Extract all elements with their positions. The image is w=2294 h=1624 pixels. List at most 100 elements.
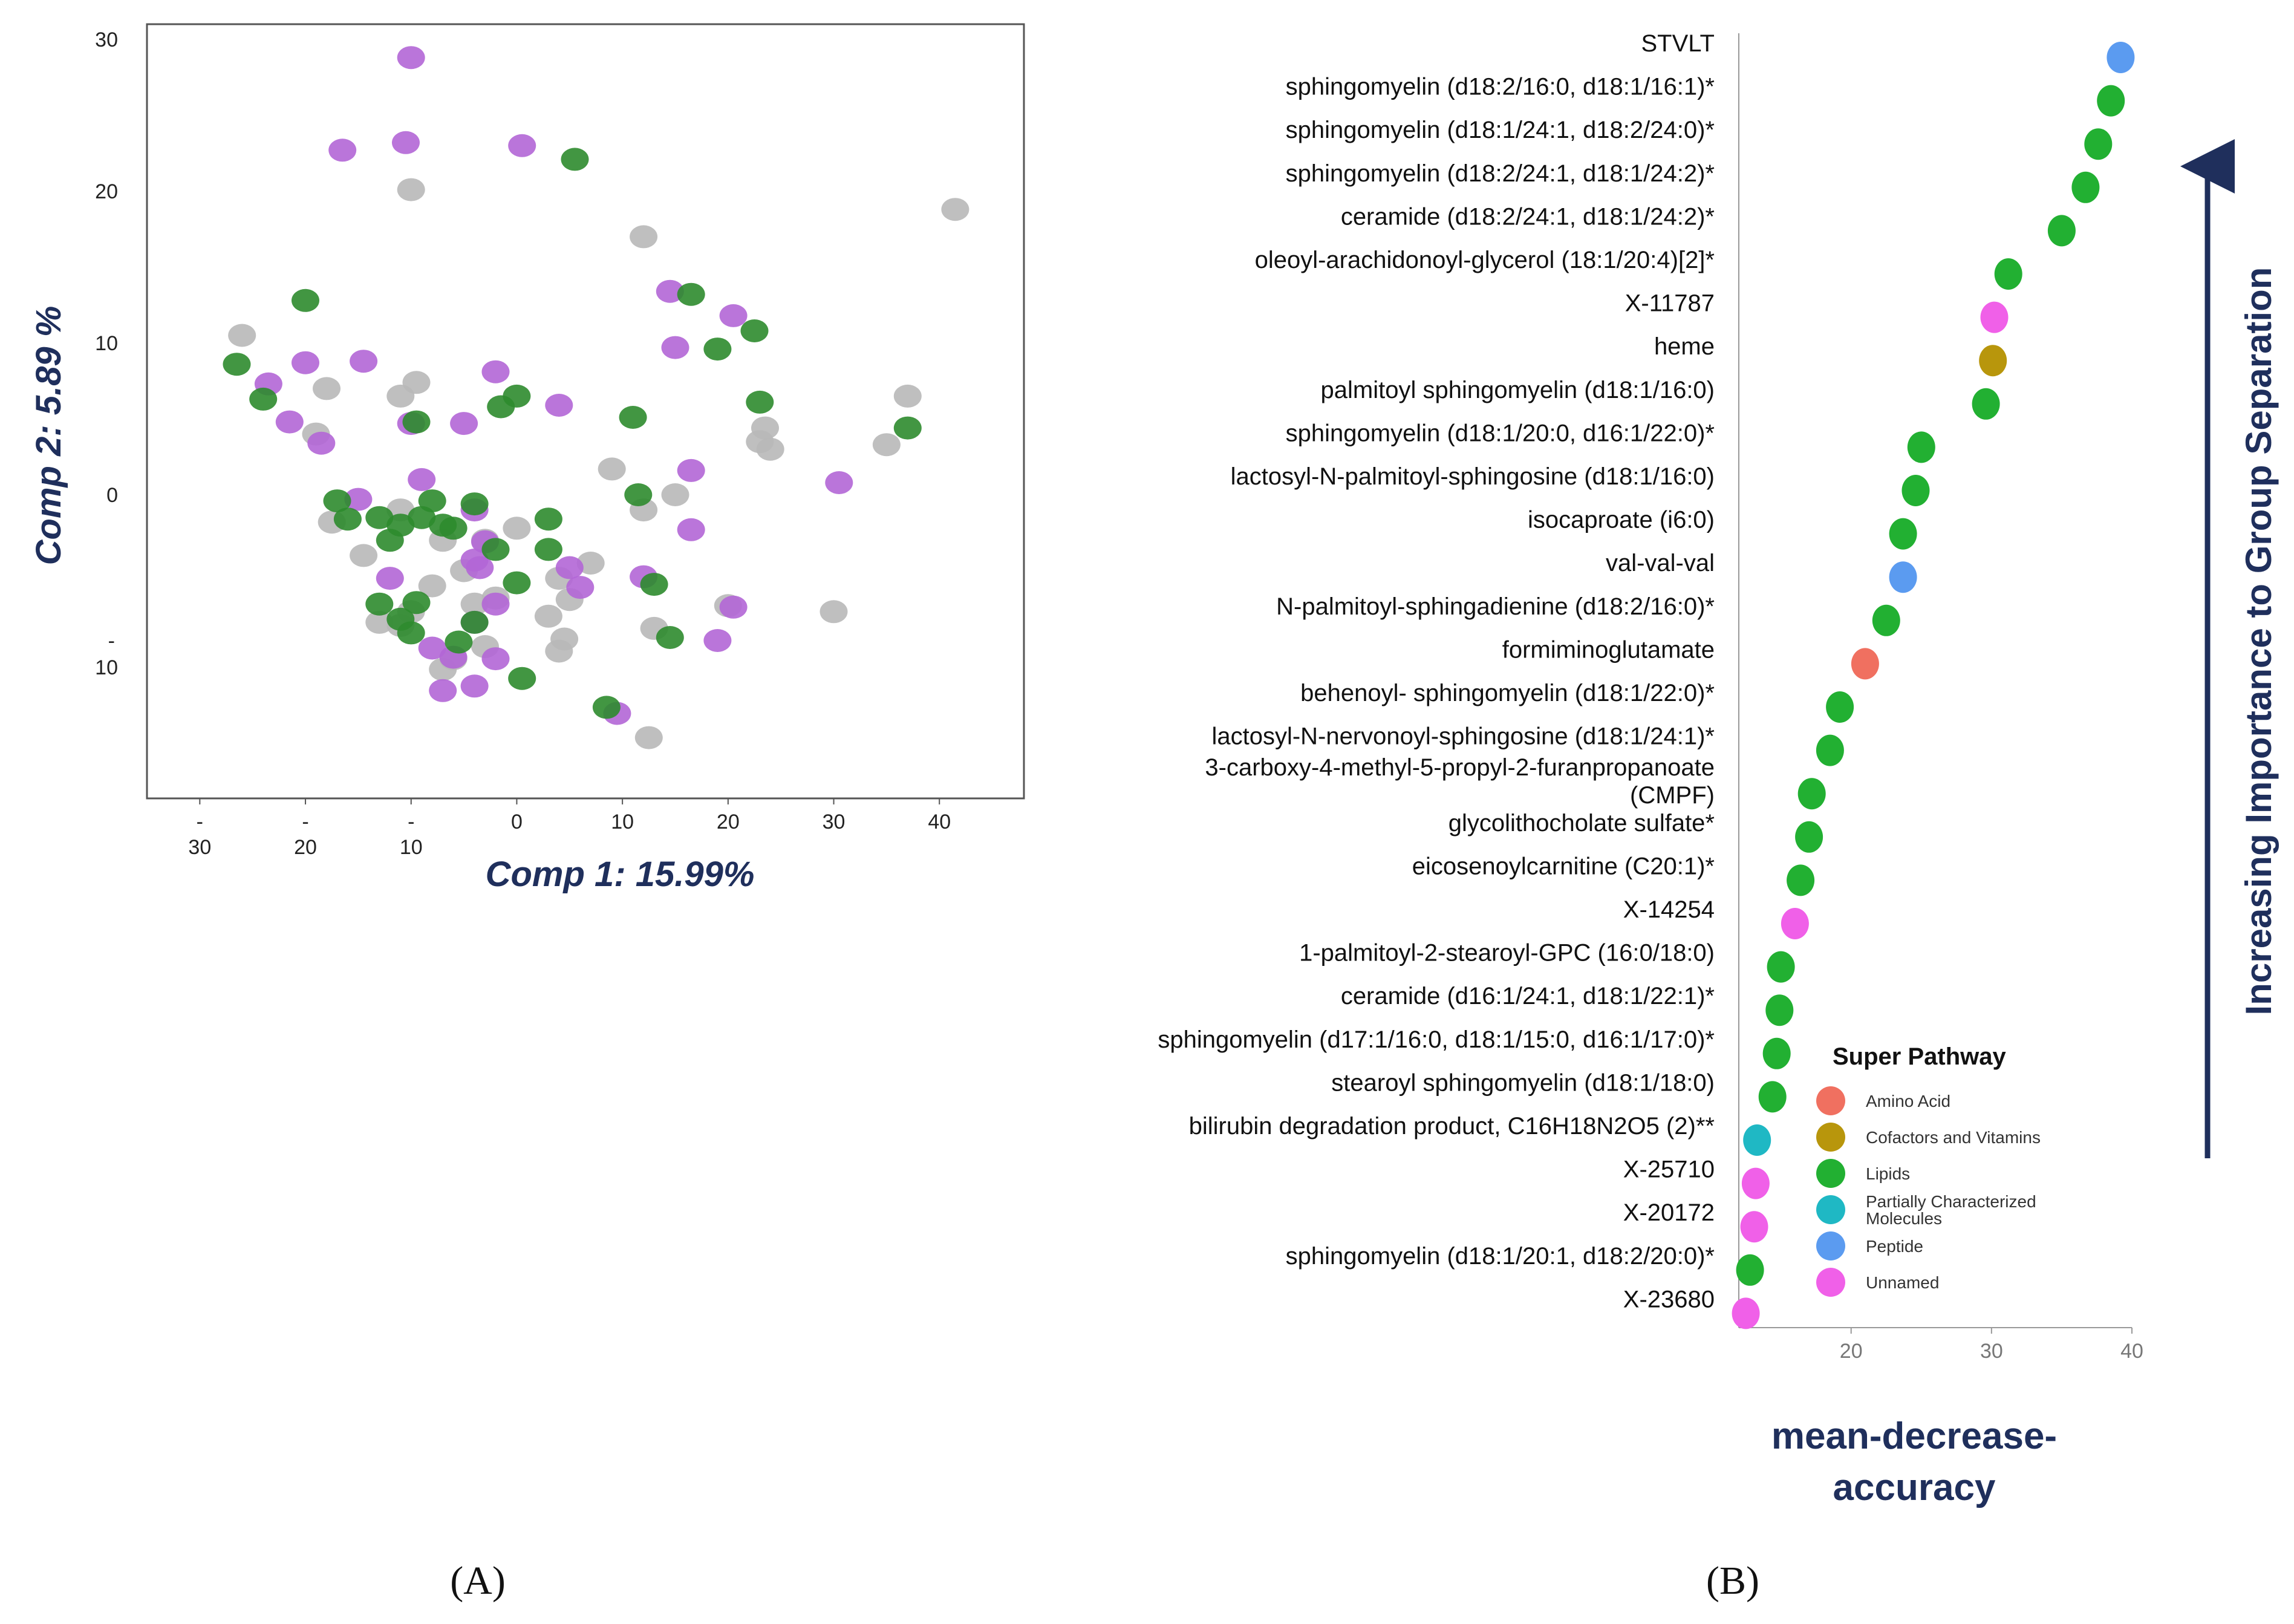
metabolite-label-6: X-11787 (1625, 290, 1715, 317)
metabolite-label-0: STVLT (1641, 30, 1715, 57)
scatter-point-green-34 (640, 573, 668, 596)
panel-a-x-tick-label-3: 0 (511, 810, 523, 833)
metabolite-label-7: heme (1654, 333, 1715, 360)
metabolite-dot-12 (1889, 561, 1917, 593)
scatter-point-green-6 (249, 387, 278, 411)
metabolite-label-11: isocaproate (i6:0) (1528, 507, 1715, 533)
scatter-point-gray-41 (634, 726, 663, 749)
scatter-point-gray-28 (365, 610, 394, 634)
scatter-point-purple-16 (677, 458, 705, 482)
scatter-point-gray-12 (872, 433, 901, 457)
scatter-point-green-32 (460, 610, 489, 634)
scatter-point-purple-36 (429, 679, 457, 702)
scatter-point-purple-17 (825, 471, 853, 494)
panel-b-x-ticks: 20 30 40 (1840, 1328, 2143, 1363)
scatter-point-green-7 (402, 410, 431, 434)
scatter-point-purple-26 (555, 556, 584, 579)
scatter-point-green-10 (746, 390, 774, 414)
legend-swatch-1 (1816, 1123, 1845, 1152)
metabolite-dot-5 (1994, 258, 2022, 290)
scatter-point-purple-4 (656, 279, 684, 303)
metabolite-dot-13 (1872, 604, 1900, 636)
metabolite-label-25: bilirubin degradation product, C16H18N2O… (1189, 1113, 1715, 1140)
metabolite-dot-17 (1797, 778, 1826, 810)
scatter-point-purple-6 (661, 336, 689, 359)
panel-b-label: (B) (1706, 1559, 1759, 1603)
legend-swatch-4 (1816, 1231, 1845, 1260)
metabolite-label-23: sphingomyelin (d17:1/16:0, d18:1/15:0, d… (1158, 1026, 1715, 1053)
legend-title: Super Pathway (1833, 1043, 2007, 1070)
scatter-point-green-21 (439, 517, 468, 540)
scatter-point-purple-18 (408, 468, 436, 491)
scatter-point-gray-30 (460, 592, 489, 616)
panel-b-x-axis-title-line2: accuracy (1833, 1467, 1996, 1508)
panel-a-y-tick-label-2: 10 (95, 332, 118, 355)
metabolite-label-8: palmitoyl sphingomyelin (d18:1/16:0) (1321, 377, 1715, 403)
metabolite-dot-28 (1736, 1254, 1764, 1286)
metabolite-label-15: behenoyl- sphingomyelin (d18:1/22:0)* (1300, 680, 1715, 706)
scatter-point-green-5 (703, 338, 732, 361)
scatter-point-gray-26 (418, 574, 446, 598)
scatter-point-purple-15 (545, 394, 573, 417)
scatter-point-purple-19 (344, 488, 373, 511)
metabolite-label-28: sphingomyelin (d18:1/20:1, d18:2/20:0)* (1286, 1243, 1715, 1270)
panel-a-x-tick-label-6: 30 (823, 810, 846, 833)
scatter-point-purple-8 (350, 350, 378, 373)
scatter-point-gray-34 (545, 639, 573, 663)
metabolite-label-13: N-palmitoyl-sphingadienine (d18:2/16:0)* (1276, 593, 1715, 620)
panel-b-dots (1732, 42, 2135, 1329)
scatter-point-green-24 (534, 507, 562, 531)
panel-a: - 30 - 20 - 10 0 10 20 30 40 30 20 10 0 - 10 Comp 1: 15… (29, 23, 1025, 1603)
legend-items: Amino Acid Cofactors and Vitamins Lipids Pa… (1816, 1086, 2041, 1297)
metabolite-label-5: oleoyl-arachidonoyl-glycerol (18:1/20:4)… (1255, 247, 1715, 273)
scatter-point-gray-40 (820, 600, 848, 624)
metabolite-dot-7 (1979, 345, 2007, 377)
metabolite-dot-1 (2097, 85, 2125, 117)
panel-a-label: (A) (450, 1559, 506, 1603)
scatter-point-purple-27 (566, 576, 595, 599)
scatter-point-green-11 (619, 406, 647, 429)
metabolite-dot-8 (1972, 388, 2000, 420)
metabolite-dot-21 (1767, 951, 1795, 983)
scatter-point-gray-13 (598, 457, 626, 481)
panel-a-x-ticks: - 30 - 20 - 10 0 10 20 30 40 (188, 798, 951, 859)
panel-a-y-tick-label-1: 20 (95, 180, 118, 203)
scatter-point-green-37 (592, 696, 621, 719)
metabolite-dot-27 (1740, 1211, 1768, 1243)
legend-swatch-5 (1816, 1268, 1845, 1297)
scatter-point-gray-3 (228, 324, 256, 347)
panel-a-y-tick-label-3: 0 (106, 484, 118, 507)
legend-label-4: Peptide (1866, 1237, 1923, 1256)
metabolite-dot-23 (1762, 1037, 1791, 1069)
panel-a-x-tick-label-1-line2: 20 (294, 836, 317, 859)
scatter-point-gray-18 (350, 544, 378, 567)
panel-b-x-tick-label-2: 40 (2120, 1340, 2143, 1363)
scatter-point-gray-2 (941, 198, 969, 221)
metabolite-label-27: X-20172 (1623, 1199, 1715, 1226)
metabolite-label-10: lactosyl-N-palmitoyl-sphingosine (d18:1/… (1231, 463, 1715, 490)
scatter-point-green-18 (418, 489, 446, 513)
scatter-point-green-0 (561, 148, 589, 171)
scatter-point-green-31 (402, 591, 431, 615)
scatter-point-gray-1 (630, 225, 658, 249)
metabolite-dot-11 (1889, 518, 1917, 550)
scatter-point-purple-34 (703, 629, 732, 652)
metabolite-dot-3 (2071, 171, 2100, 203)
panel-a-y-tick-label-0: 30 (95, 28, 118, 51)
legend-label-5: Unnamed (1866, 1273, 1939, 1292)
panel-a-x-tick-label-4: 10 (611, 810, 634, 833)
metabolite-label-17: 3-carboxy-4-methyl-5-propyl-2-furanpropa… (1205, 754, 1715, 781)
panel-b-metabolite-labels: STVLT sphingomyelin (d18:2/16:0, d18:1/16… (1158, 30, 1715, 1313)
metabolite-label-1: sphingomyelin (d18:2/16:0, d18:1/16:1)* (1286, 74, 1715, 100)
importance-arrow-label: Increasing Importance to Group Separatio… (2238, 267, 2279, 1016)
scatter-point-purple-2 (392, 131, 420, 154)
panel-a-points (223, 46, 969, 749)
panel-a-y-ticks: 30 20 10 0 - 10 (95, 28, 118, 679)
metabolite-dot-6 (1980, 301, 2009, 333)
scatter-point-green-13 (323, 489, 351, 513)
metabolite-label-22: ceramide (d16:1/24:1, d18:1/22:1)* (1341, 983, 1715, 1009)
scatter-point-purple-0 (397, 46, 425, 70)
scatter-point-purple-1 (328, 139, 357, 162)
scatter-point-green-23 (481, 538, 510, 561)
